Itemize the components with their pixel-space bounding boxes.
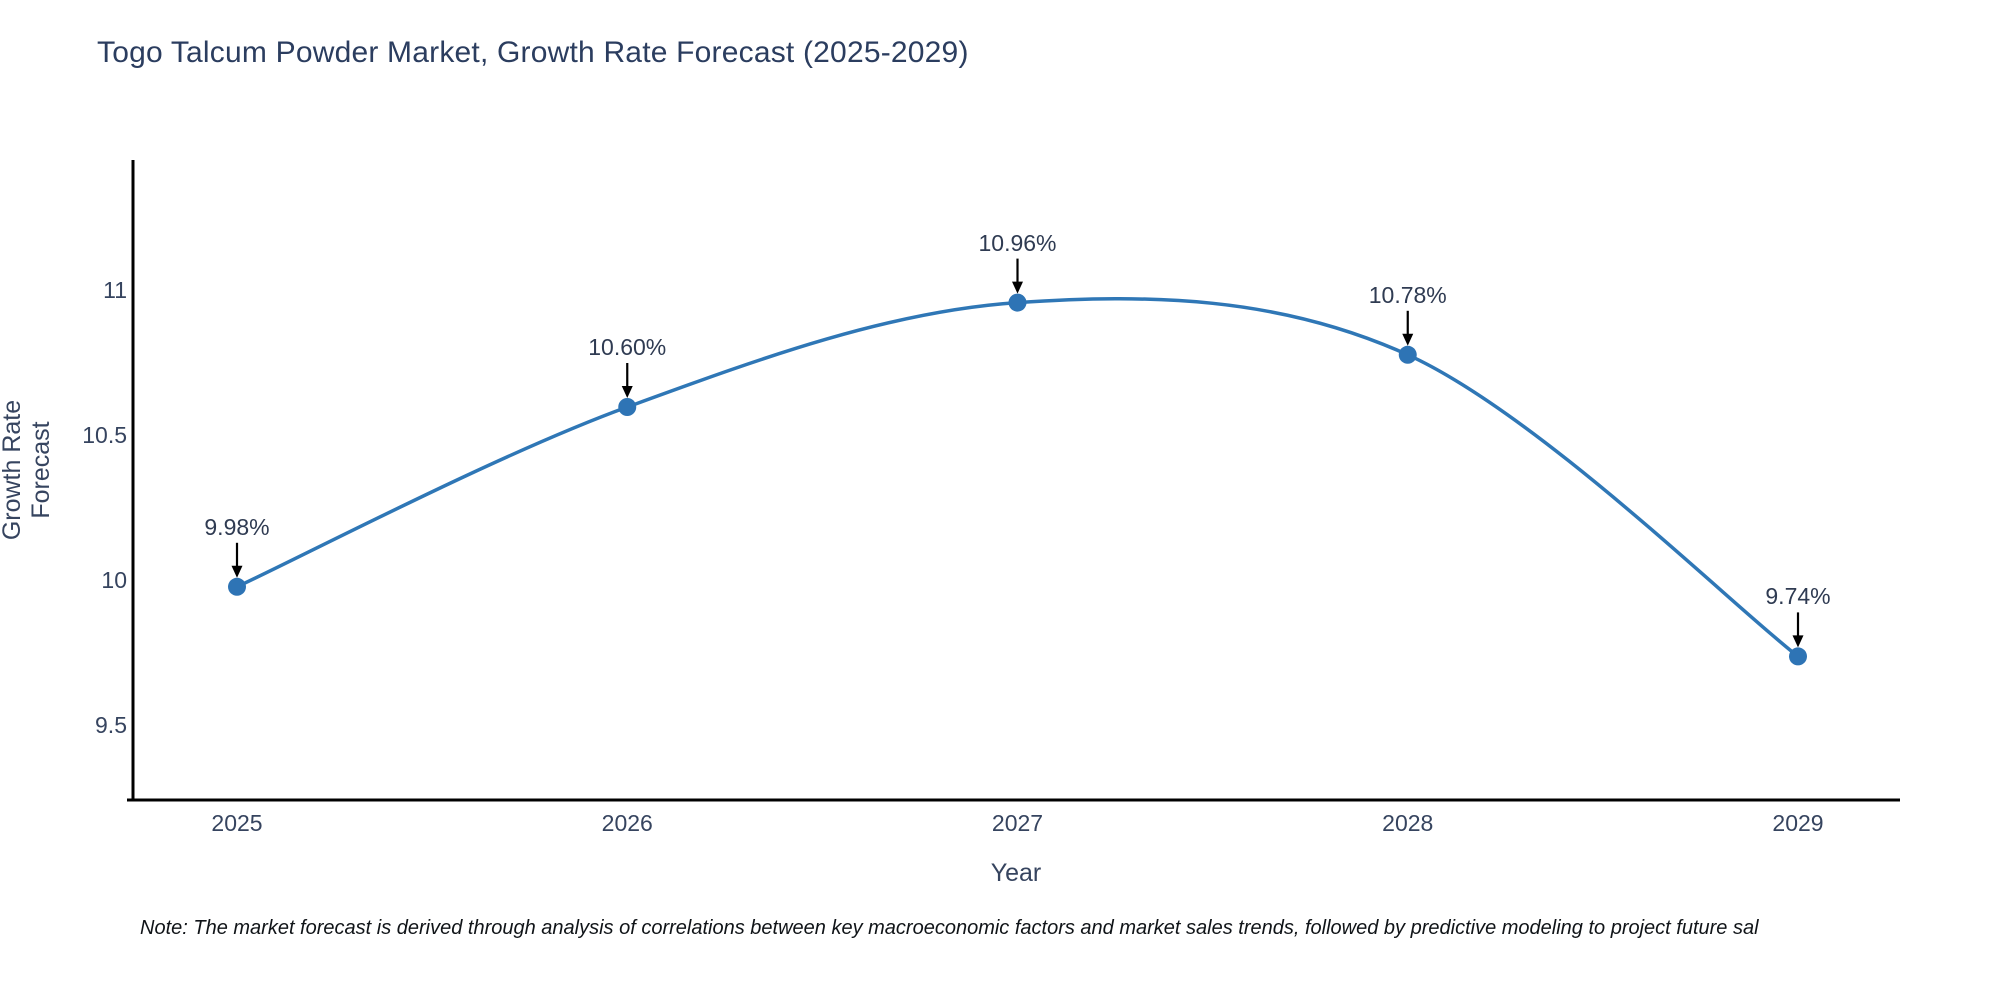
y-tick-label: 11 — [103, 277, 127, 303]
chart-title: Togo Talcum Powder Market, Growth Rate F… — [97, 36, 969, 69]
annotation-arrowhead — [1402, 333, 1414, 346]
data-point-value-label: 9.98% — [204, 513, 270, 540]
data-point-marker — [1008, 293, 1027, 312]
annotation-arrowhead — [231, 565, 243, 578]
data-point-marker — [1789, 647, 1807, 666]
annotation-arrowhead — [1012, 281, 1023, 294]
data-point-marker — [1398, 345, 1417, 364]
x-tick-label: 2027 — [991, 810, 1044, 836]
annotation-arrowhead — [1792, 635, 1804, 648]
y-tick-label: 9.5 — [95, 712, 127, 738]
footnote: Note: The market forecast is derived thr… — [140, 917, 1759, 939]
x-tick-label: 2028 — [1382, 810, 1434, 836]
annotation-arrowhead — [621, 386, 633, 398]
data-point-value-label: 10.60% — [588, 334, 667, 360]
data-point-value-label: 9.74% — [1765, 583, 1831, 610]
x-tick-label: 2025 — [211, 810, 263, 836]
x-tick-label: 2029 — [1772, 810, 1824, 836]
data-point-value-label: 10.96% — [978, 229, 1057, 256]
x-axis-title: Year — [990, 859, 1042, 887]
data-point-marker — [228, 577, 246, 596]
y-tick-label: 10 — [101, 567, 127, 593]
y-tick-label: 10.5 — [82, 422, 127, 448]
forecast-line — [236, 297, 1800, 658]
x-tick-label: 2026 — [601, 810, 653, 836]
data-point-marker — [618, 398, 637, 416]
data-point-value-label: 10.78% — [1368, 281, 1447, 308]
